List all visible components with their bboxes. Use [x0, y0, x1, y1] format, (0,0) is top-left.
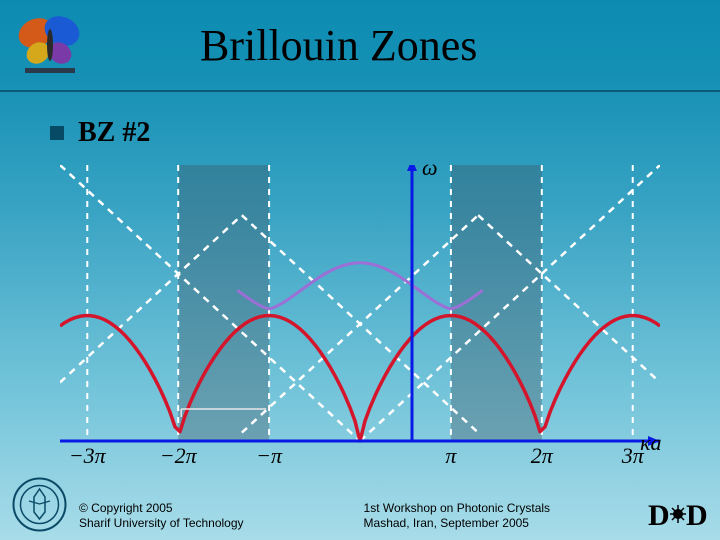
bullet-label: BZ #2 — [78, 117, 150, 149]
y-axis-label: ω — [422, 155, 438, 181]
content-area: BZ #2 — [0, 92, 720, 149]
footer-copyright: © Copyright 2005 Sharif University of Te… — [79, 501, 244, 532]
footer: © Copyright 2005 Sharif University of Te… — [0, 477, 720, 532]
svg-text:−3π: −3π — [69, 443, 107, 465]
title-bar: Brillouin Zones — [0, 0, 720, 92]
bullet-item: BZ #2 — [50, 117, 685, 149]
brillouin-chart: −3π−2π−ππ2π3π — [60, 165, 660, 465]
monogram-logo-icon: D D — [648, 497, 708, 532]
event-line1: 1st Workshop on Photonic Crystals — [364, 501, 551, 517]
footer-event: 1st Workshop on Photonic Crystals Mashad… — [364, 501, 551, 532]
svg-text:2π: 2π — [531, 443, 554, 465]
page-title: Brillouin Zones — [200, 20, 477, 71]
svg-text:D: D — [686, 499, 708, 532]
svg-text:−2π: −2π — [160, 443, 198, 465]
x-axis-label: κa — [640, 430, 662, 456]
svg-text:D: D — [648, 499, 670, 532]
copyright-line2: Sharif University of Technology — [79, 516, 244, 532]
event-line2: Mashad, Iran, September 2005 — [364, 516, 551, 532]
university-seal-icon — [12, 477, 67, 532]
svg-text:π: π — [445, 443, 457, 465]
svg-text:−π: −π — [256, 443, 283, 465]
square-bullet-icon — [50, 126, 64, 140]
butterfly-logo-icon — [10, 5, 90, 85]
copyright-line1: © Copyright 2005 — [79, 501, 244, 517]
